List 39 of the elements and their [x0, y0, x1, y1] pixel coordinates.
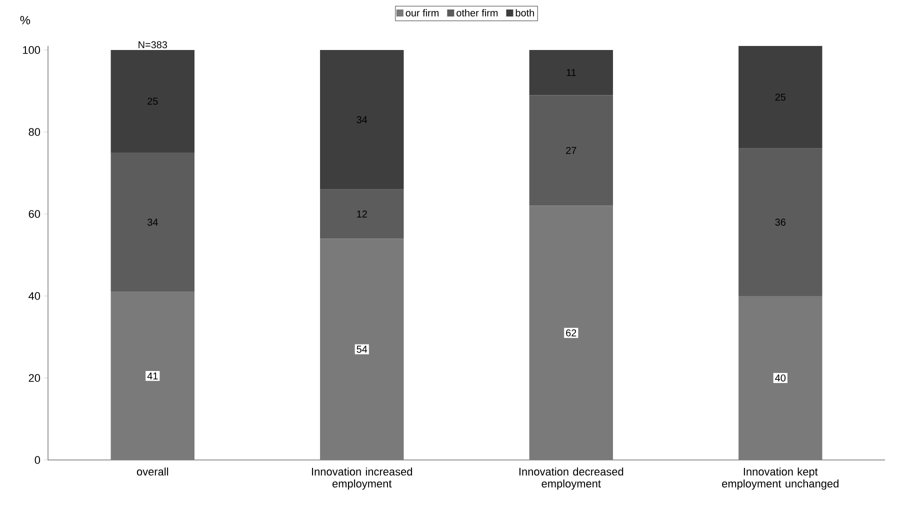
y-tick-label: 20 [28, 374, 40, 382]
data-label: 34 [147, 218, 158, 226]
legend-label: both [516, 9, 534, 16]
y-tick-label: 100 [23, 46, 40, 54]
data-label: 25 [775, 94, 786, 101]
bar [529, 95, 613, 206]
data-label: 34 [356, 116, 368, 124]
bar [529, 50, 613, 96]
x-tick-label: overall [136, 468, 168, 476]
bar [110, 50, 194, 152]
data-label: 12 [357, 210, 367, 218]
bar [738, 296, 822, 460]
legend-label: other firm [456, 9, 498, 16]
bar [738, 148, 822, 296]
bar [320, 238, 404, 460]
data-label: 40 [775, 374, 786, 382]
data-label: 41 [147, 372, 158, 380]
data-label: 36 [775, 218, 786, 226]
annotation: N=383 [138, 41, 168, 48]
bar [738, 46, 822, 148]
y-tick-label: 40 [28, 292, 40, 300]
bar [110, 292, 194, 460]
y-tick-label: 0 [34, 456, 40, 464]
y-axis-title: % [20, 16, 30, 24]
bar [320, 189, 404, 239]
legend-label: our firm [406, 9, 439, 16]
x-tick-label: Innovation increased employment [312, 468, 412, 490]
x-tick-label: Innovation kept employment unchanged [722, 468, 838, 490]
data-label: 27 [566, 146, 576, 154]
data-label: 62 [566, 329, 576, 336]
bar [110, 152, 194, 292]
x-tick-label: Innovation decreased employment [519, 468, 624, 490]
bar [320, 50, 404, 190]
bar [529, 206, 613, 460]
data-label: 25 [148, 98, 158, 105]
y-tick-label: 60 [28, 210, 40, 218]
data-label: 54 [356, 346, 368, 353]
data-label: 11 [566, 69, 576, 76]
y-tick-label: 80 [28, 128, 40, 136]
